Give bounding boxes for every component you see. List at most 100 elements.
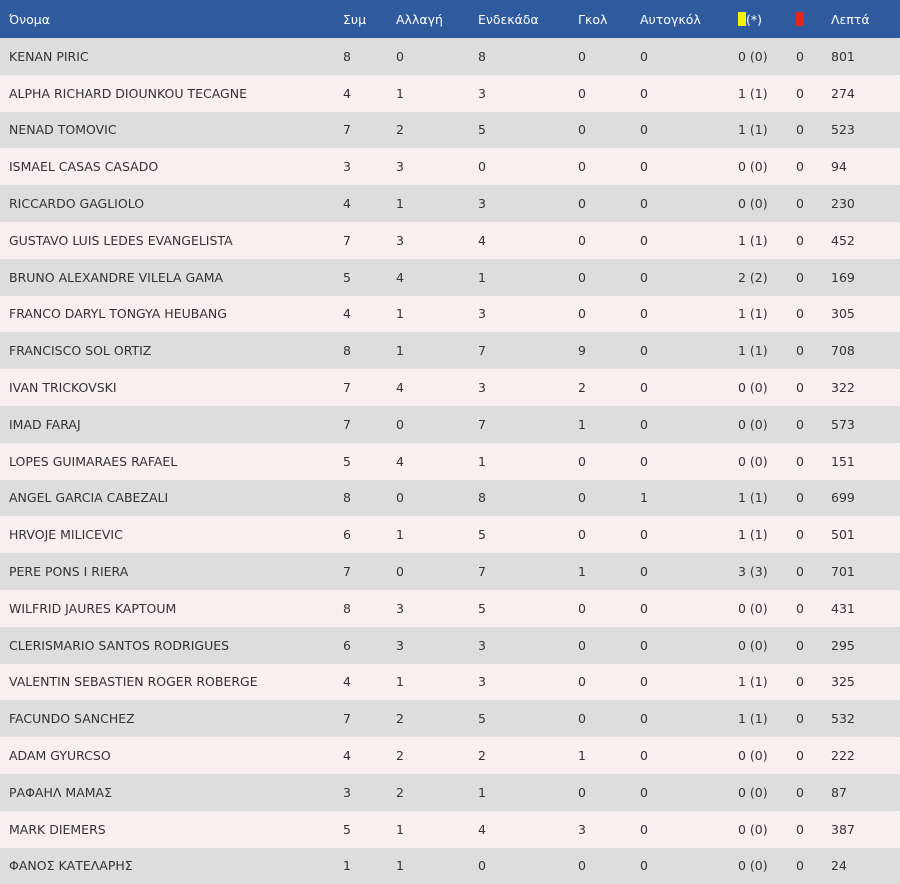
player-name[interactable]: FACUNDO SANCHEZ xyxy=(9,711,135,727)
player-name[interactable]: GUSTAVO LUIS LEDES EVANGELISTA xyxy=(9,232,233,248)
yellow-cards-cell: 1 (1) xyxy=(738,343,768,359)
player-name[interactable]: FRANCO DARYL TONGYA HEUBANG xyxy=(9,306,227,322)
yellow-cards-cell: 2 (2) xyxy=(738,269,768,285)
yellow-cards-cell: 1 (1) xyxy=(738,490,768,506)
starter-cell: 1 xyxy=(478,453,486,469)
apps-cell: 6 xyxy=(343,637,351,653)
player-name[interactable]: PERE PONS I RIERA xyxy=(9,564,129,580)
starter-cell: 2 xyxy=(478,748,486,764)
player-name[interactable]: LOPES GUIMARAES RAFAEL xyxy=(9,453,178,469)
starter-cell: 3 xyxy=(478,306,486,322)
own-goals-cell: 0 xyxy=(640,784,648,800)
own-goals-cell: 0 xyxy=(640,269,648,285)
own-goals-cell: 0 xyxy=(640,343,648,359)
header-minutes[interactable]: Λεπτά xyxy=(831,11,870,27)
table-row: HRVOJE MILICEVIC 6 1 5 0 0 1 (1) 0 501 xyxy=(0,516,900,554)
starter-cell: 7 xyxy=(478,416,486,432)
player-name[interactable]: KENAN PIRIC xyxy=(9,48,89,64)
red-cards-cell: 0 xyxy=(796,858,804,874)
header-own-goals[interactable]: Αυτογκόλ xyxy=(640,11,701,27)
own-goals-cell: 0 xyxy=(640,453,648,469)
header-goals[interactable]: Γκολ xyxy=(578,11,608,27)
red-cards-cell: 0 xyxy=(796,490,804,506)
table-row: RICCARDO GAGLIOLO 4 1 3 0 0 0 (0) 0 230 xyxy=(0,185,900,222)
player-name[interactable]: ΦΑΝΟΣ ΚΑΤΕΛΑΡΗΣ xyxy=(9,858,133,874)
sub-cell: 0 xyxy=(396,48,404,64)
yellow-cards-cell: 1 (1) xyxy=(738,527,768,543)
player-name[interactable]: WILFRID JAURES KAPTOUM xyxy=(9,600,177,616)
header-name[interactable]: Όνομα xyxy=(9,11,50,27)
player-name[interactable]: ISMAEL CASAS CASADO xyxy=(9,159,159,175)
sub-cell: 0 xyxy=(396,490,404,506)
player-name[interactable]: HRVOJE MILICEVIC xyxy=(9,527,123,543)
player-name[interactable]: IVAN TRICKOVSKI xyxy=(9,380,117,396)
player-name[interactable]: ALPHA RICHARD DIOUNKOU TECAGNE xyxy=(9,85,247,101)
yellow-cards-cell: 1 (1) xyxy=(738,306,768,322)
player-name[interactable]: RICCARDO GAGLIOLO xyxy=(9,196,145,212)
table-row: IMAD FARAJ 7 0 7 1 0 0 (0) 0 573 xyxy=(0,405,900,443)
player-name[interactable]: ΡΑΦΑΗΛ ΜΑΜΑΣ xyxy=(9,784,112,800)
minutes-cell: 169 xyxy=(831,269,855,285)
player-name[interactable]: BRUNO ALEXANDRE VILELA GAMA xyxy=(9,269,224,285)
table-row: ADAM GYURCSO 4 2 2 1 0 0 (0) 0 222 xyxy=(0,737,900,774)
apps-cell: 8 xyxy=(343,600,351,616)
own-goals-cell: 0 xyxy=(640,416,648,432)
table-row: ΦΑΝΟΣ ΚΑΤΕΛΑΡΗΣ 1 1 0 0 0 0 (0) 0 24 xyxy=(0,847,900,884)
apps-cell: 7 xyxy=(343,711,351,727)
yellow-cards-cell: 0 (0) xyxy=(738,416,768,432)
yellow-cards-cell: 0 (0) xyxy=(738,196,768,212)
player-name[interactable]: CLERISMARIO SANTOS RODRIGUES xyxy=(9,637,230,653)
starter-cell: 5 xyxy=(478,600,486,616)
header-red[interactable] xyxy=(796,0,831,38)
goals-cell: 0 xyxy=(578,159,586,175)
starter-cell: 5 xyxy=(478,122,486,138)
header-yellow[interactable]: (*) xyxy=(738,0,796,38)
player-name[interactable]: ADAM GYURCSO xyxy=(9,748,111,764)
starter-cell: 7 xyxy=(478,343,486,359)
own-goals-cell: 0 xyxy=(640,637,648,653)
yellow-cards-cell: 0 (0) xyxy=(738,858,768,874)
table-row: CLERISMARIO SANTOS RODRIGUES 6 3 3 0 0 0 (0) 0 2… xyxy=(0,626,900,664)
header-sub[interactable]: Αλλαγή xyxy=(396,11,443,27)
table-row: FRANCO DARYL TONGYA HEUBANG 4 1 3 0 0 1 (1) 0 30… xyxy=(0,295,900,333)
sub-cell: 1 xyxy=(396,821,404,837)
minutes-cell: 452 xyxy=(831,232,855,248)
sub-cell: 1 xyxy=(396,196,404,212)
player-name[interactable]: MARK DIEMERS xyxy=(9,821,106,837)
apps-cell: 7 xyxy=(343,380,351,396)
minutes-cell: 699 xyxy=(831,490,855,506)
own-goals-cell: 0 xyxy=(640,674,648,690)
goals-cell: 3 xyxy=(578,821,586,837)
goals-cell: 0 xyxy=(578,784,586,800)
red-cards-cell: 0 xyxy=(796,416,804,432)
minutes-cell: 151 xyxy=(831,453,855,469)
goals-cell: 1 xyxy=(578,748,586,764)
player-name[interactable]: VALENTIN SEBASTIEN ROGER ROBERGE xyxy=(9,674,258,690)
player-name[interactable]: NENAD TOMOVIC xyxy=(9,122,117,138)
goals-cell: 0 xyxy=(578,453,586,469)
apps-cell: 4 xyxy=(343,674,351,690)
starter-cell: 3 xyxy=(478,674,486,690)
player-name[interactable]: ANGEL GARCIA CABEZALI xyxy=(9,490,169,506)
red-cards-cell: 0 xyxy=(796,306,804,322)
red-cards-cell: 0 xyxy=(796,674,804,690)
own-goals-cell: 0 xyxy=(640,232,648,248)
player-name[interactable]: IMAD FARAJ xyxy=(9,416,81,432)
minutes-cell: 274 xyxy=(831,85,855,101)
own-goals-cell: 0 xyxy=(640,564,648,580)
red-cards-cell: 0 xyxy=(796,48,804,64)
minutes-cell: 305 xyxy=(831,306,855,322)
starter-cell: 5 xyxy=(478,527,486,543)
own-goals-cell: 0 xyxy=(640,711,648,727)
own-goals-cell: 0 xyxy=(640,48,648,64)
red-cards-cell: 0 xyxy=(796,527,804,543)
own-goals-cell: 0 xyxy=(640,196,648,212)
own-goals-cell: 0 xyxy=(640,600,648,616)
own-goals-cell: 0 xyxy=(640,122,648,138)
starter-cell: 8 xyxy=(478,48,486,64)
apps-cell: 5 xyxy=(343,821,351,837)
header-starter[interactable]: Ενδεκάδα xyxy=(478,11,539,27)
header-apps[interactable]: Συμ xyxy=(343,11,367,27)
player-name[interactable]: FRANCISCO SOL ORTIZ xyxy=(9,343,152,359)
